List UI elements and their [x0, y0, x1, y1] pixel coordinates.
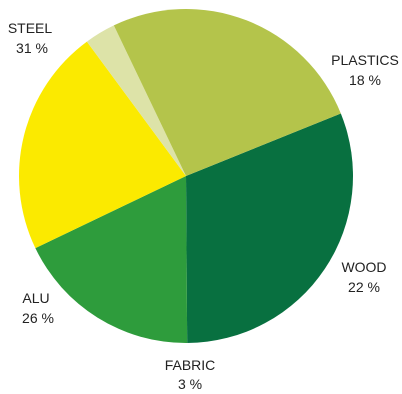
label-plastics-name: PLASTICS — [331, 52, 399, 68]
pie-slice-plastics — [35, 176, 188, 344]
pie-slice-wood — [18, 41, 187, 249]
label-steel-name: STEEL — [8, 20, 53, 36]
pie-slice-alu — [113, 8, 341, 177]
label-wood-value: 22 % — [348, 279, 380, 295]
label-wood-name: WOOD — [341, 259, 386, 275]
label-steel-value: 31 % — [16, 40, 48, 56]
label-fabric-value: 3 % — [178, 376, 202, 392]
pie-slice-steel — [186, 113, 354, 343]
label-fabric-name: FABRIC — [165, 357, 216, 373]
pie-slice-fabric — [86, 25, 186, 176]
label-plastics-value: 18 % — [349, 72, 381, 88]
label-alu-name: ALU — [22, 290, 49, 306]
label-alu-value: 26 % — [22, 310, 54, 326]
pie-slices — [18, 8, 354, 344]
